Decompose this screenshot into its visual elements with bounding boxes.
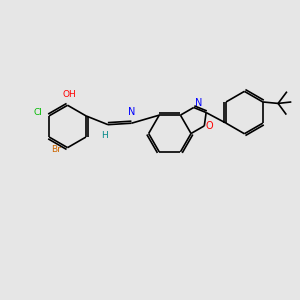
Text: N: N <box>128 107 136 117</box>
Text: H: H <box>101 131 108 140</box>
Text: OH: OH <box>62 90 76 99</box>
Text: Cl: Cl <box>34 108 43 117</box>
Text: Br: Br <box>51 145 61 154</box>
Text: O: O <box>205 121 213 130</box>
Text: N: N <box>195 98 202 108</box>
